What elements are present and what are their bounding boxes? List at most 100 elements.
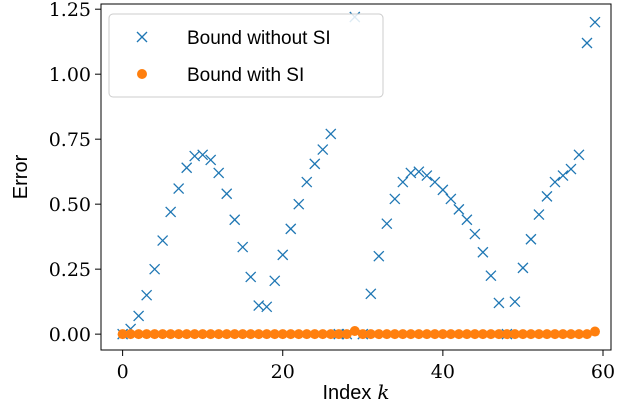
data-point-bound-without-si bbox=[261, 301, 273, 313]
legend-x-marker bbox=[136, 31, 148, 43]
data-point-bound-without-si bbox=[525, 233, 537, 245]
data-point-bound-with-si bbox=[317, 329, 328, 340]
data-point-bound-with-si bbox=[477, 329, 488, 340]
y-axis-ticks: 0.00 0.25 0.50 0.75 1.00 1.25 bbox=[49, 0, 101, 346]
data-point-bound-without-si bbox=[157, 235, 169, 247]
legend-label-bound-without-si: Bound without SI bbox=[187, 28, 331, 49]
data-point-bound-with-si bbox=[445, 329, 456, 340]
data-point-bound-without-si bbox=[421, 170, 433, 182]
data-point-bound-without-si bbox=[509, 296, 521, 308]
data-point-bound-with-si bbox=[173, 329, 184, 340]
legend-marker-bound-without-si bbox=[136, 31, 148, 43]
data-point-bound-with-si bbox=[501, 329, 512, 340]
y-tick-label: 0.50 bbox=[49, 194, 91, 216]
data-point-bound-with-si bbox=[461, 329, 472, 340]
data-point-bound-with-si bbox=[589, 326, 600, 337]
x-axis-label-text: Index bbox=[322, 382, 371, 404]
data-point-bound-with-si bbox=[141, 329, 152, 340]
legend: Bound without SI Bound with SI bbox=[108, 13, 384, 98]
data-point-bound-with-si bbox=[525, 329, 536, 340]
y-tick-label: 0.25 bbox=[49, 259, 91, 281]
data-point-bound-with-si bbox=[213, 329, 224, 340]
data-point-bound-with-si bbox=[421, 329, 432, 340]
data-point-bound-with-si bbox=[541, 329, 552, 340]
data-point-bound-without-si bbox=[245, 271, 257, 283]
x-axis-label: Index k bbox=[322, 380, 389, 404]
data-point-bound-without-si bbox=[317, 144, 329, 156]
legend-box bbox=[108, 13, 384, 98]
legend-circle-marker bbox=[137, 69, 147, 79]
data-point-bound-with-si bbox=[469, 329, 480, 340]
data-point-bound-with-si bbox=[117, 329, 128, 340]
x-axis-label-variable: k bbox=[377, 380, 389, 404]
data-point-bound-without-si bbox=[381, 218, 393, 230]
data-point-bound-with-si bbox=[237, 329, 248, 340]
data-point-bound-without-si bbox=[269, 275, 281, 287]
data-point-bound-with-si bbox=[349, 326, 360, 337]
data-point-bound-with-si bbox=[221, 329, 232, 340]
data-point-bound-without-si bbox=[149, 263, 161, 275]
data-point-bound-without-si bbox=[589, 16, 601, 28]
data-point-bound-without-si bbox=[285, 223, 297, 235]
data-point-bound-without-si bbox=[477, 246, 489, 258]
data-point-bound-with-si bbox=[485, 329, 496, 340]
data-point-bound-without-si bbox=[181, 162, 193, 174]
data-point-bound-without-si bbox=[557, 170, 569, 182]
data-point-bound-with-si bbox=[565, 329, 576, 340]
data-point-bound-without-si bbox=[325, 128, 337, 140]
data-point-bound-with-si bbox=[397, 329, 408, 340]
data-point-bound-without-si bbox=[437, 184, 449, 196]
data-point-bound-with-si bbox=[581, 329, 592, 340]
data-point-bound-with-si bbox=[269, 329, 280, 340]
data-point-bound-with-si bbox=[509, 329, 520, 340]
data-point-bound-with-si bbox=[413, 329, 424, 340]
legend-marker-bound-with-si bbox=[137, 69, 147, 79]
plot-frame bbox=[100, 3, 612, 351]
data-point-bound-with-si bbox=[125, 329, 136, 340]
data-point-bound-with-si bbox=[245, 329, 256, 340]
data-point-bound-without-si bbox=[173, 183, 185, 195]
data-point-bound-with-si bbox=[181, 329, 192, 340]
data-point-bound-with-si bbox=[437, 329, 448, 340]
data-point-bound-with-si bbox=[301, 329, 312, 340]
data-point-bound-with-si bbox=[381, 329, 392, 340]
data-point-bound-without-si bbox=[493, 297, 505, 309]
x-tick-label: 20 bbox=[271, 361, 295, 383]
data-point-bound-without-si bbox=[573, 149, 585, 161]
data-point-bound-with-si bbox=[557, 329, 568, 340]
data-point-bound-with-si bbox=[277, 329, 288, 340]
data-point-bound-without-si bbox=[133, 310, 145, 322]
data-point-bound-without-si bbox=[397, 176, 409, 188]
y-tick-label: 1.00 bbox=[49, 64, 91, 86]
data-point-bound-without-si bbox=[229, 214, 241, 226]
y-tick-label: 0.00 bbox=[49, 324, 91, 346]
data-point-bound-with-si bbox=[573, 329, 584, 340]
y-tick-label: 0.75 bbox=[49, 129, 91, 151]
data-point-bound-with-si bbox=[325, 329, 336, 340]
data-point-bound-without-si bbox=[453, 203, 465, 215]
data-point-bound-with-si bbox=[309, 329, 320, 340]
data-point-bound-without-si bbox=[485, 270, 497, 282]
x-tick-label: 40 bbox=[431, 361, 455, 383]
data-point-bound-without-si bbox=[221, 188, 233, 200]
data-point-bound-with-si bbox=[189, 329, 200, 340]
plot-marks bbox=[117, 11, 601, 340]
data-point-bound-without-si bbox=[533, 209, 545, 221]
x-tick-label: 0 bbox=[117, 361, 129, 383]
data-point-bound-with-si bbox=[549, 329, 560, 340]
data-point-bound-without-si bbox=[549, 176, 561, 188]
x-tick-label: 60 bbox=[591, 361, 615, 383]
data-point-bound-with-si bbox=[517, 329, 528, 340]
data-point-bound-with-si bbox=[333, 329, 344, 340]
x-axis-ticks: 0 20 40 60 bbox=[117, 350, 615, 383]
data-point-bound-with-si bbox=[453, 329, 464, 340]
data-point-bound-without-si bbox=[309, 158, 321, 170]
data-point-bound-without-si bbox=[541, 190, 553, 202]
data-point-bound-with-si bbox=[389, 329, 400, 340]
data-point-bound-without-si bbox=[301, 176, 313, 188]
data-point-bound-without-si bbox=[389, 193, 401, 205]
data-point-bound-with-si bbox=[373, 329, 384, 340]
data-point-bound-with-si bbox=[405, 329, 416, 340]
data-point-bound-without-si bbox=[581, 37, 593, 49]
